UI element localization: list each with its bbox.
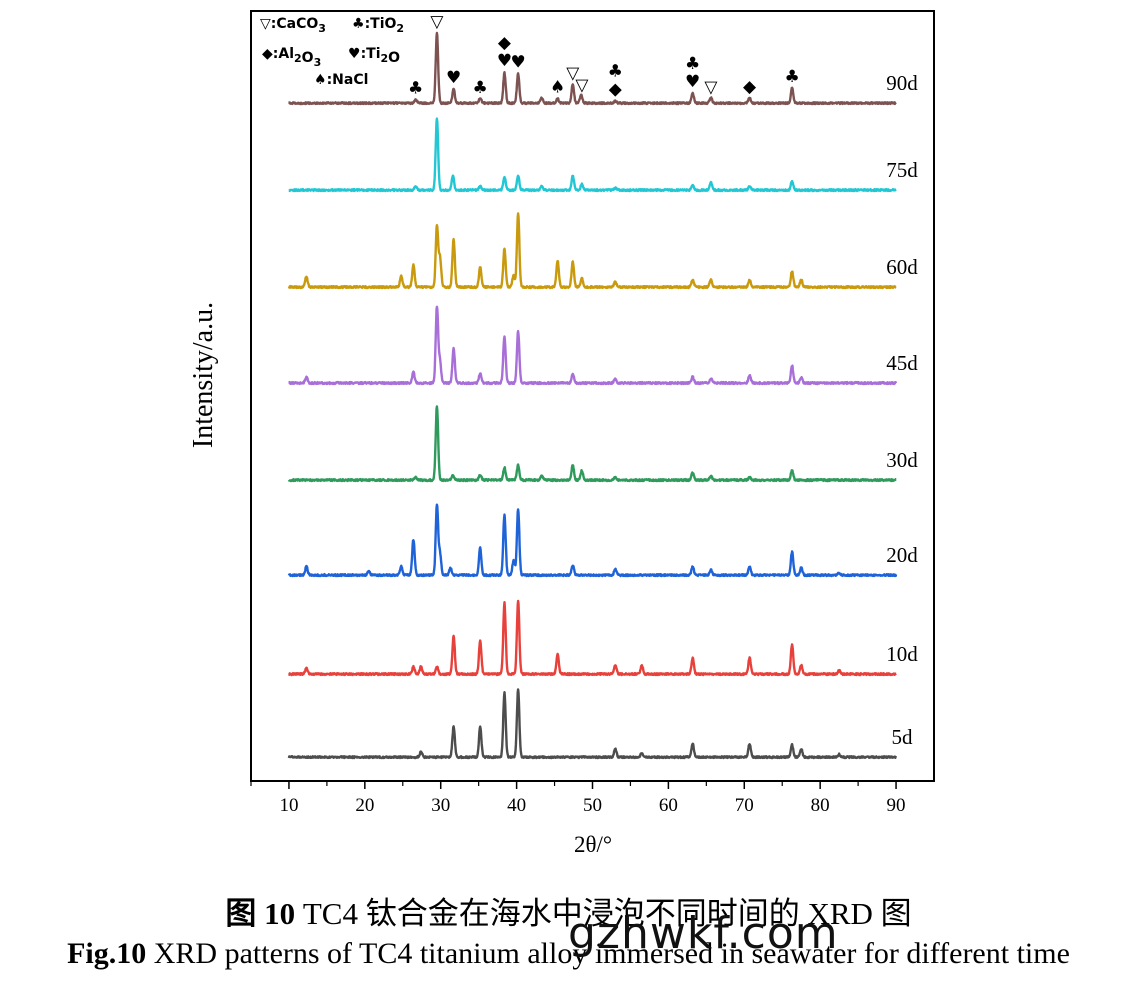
- caption-en-text: XRD patterns of TC4 titanium alloy immer…: [146, 937, 1070, 970]
- phase-marker: ♥: [497, 51, 512, 71]
- legend-entry: ◆:Al2O3: [262, 46, 321, 69]
- phase-marker: ♣: [408, 78, 423, 98]
- caption-en-label: Fig.10: [67, 937, 147, 970]
- series-line-20d: [287, 503, 898, 578]
- figure-caption-chinese: 图 10 TC4 钛合金在海水中浸泡不同时间的 XRD 图: [0, 888, 1137, 933]
- phase-marker: ◆: [609, 79, 623, 99]
- series-line-5d: [287, 688, 898, 760]
- x-tick-label: 60: [659, 795, 678, 816]
- phase-marker: ♠: [550, 78, 565, 98]
- x-tick-label: 20: [355, 795, 374, 816]
- xrd-chart: 10 20 30 40 50 60 70 80 90 2θ/° Intensity/a.u. 5d 10…: [188, 10, 935, 857]
- series-label-45d: 45d: [886, 351, 918, 375]
- phase-marker: ▽: [575, 75, 589, 95]
- series-label-5d: 5d: [892, 725, 914, 749]
- phase-marker: ♣: [784, 67, 799, 87]
- series-label-10d: 10d: [886, 642, 918, 666]
- phase-marker: ◆: [498, 33, 512, 53]
- series-line-90d: [288, 31, 897, 106]
- x-tick-label: 10: [279, 795, 298, 816]
- figure-caption-english: Fig.10 XRD patterns of TC4 titanium allo…: [0, 937, 1137, 971]
- series-line-30d: [287, 405, 897, 483]
- phase-marker: ♣: [473, 78, 488, 98]
- phase-marker: ◆: [743, 77, 757, 97]
- watermark-text: gzhwkf.com: [568, 908, 839, 959]
- caption-cn-label: 图 10: [225, 896, 296, 931]
- x-axis-label: 2θ/°: [574, 832, 612, 857]
- series-line-10d: [288, 599, 897, 677]
- phase-marker: ♥: [511, 52, 526, 72]
- series-label-30d: 30d: [886, 448, 918, 472]
- caption-cn-text: TC4 钛合金在海水中浸泡不同时间的 XRD 图: [295, 896, 912, 931]
- plot-frame: [250, 10, 935, 782]
- series-label-20d: 20d: [886, 543, 918, 567]
- phase-marker: ♥: [446, 68, 461, 88]
- legend-entry: ▽:CaCO3: [260, 16, 326, 35]
- series-label-90d: 90d: [886, 71, 918, 95]
- legend-entry: ♠:NaCl: [314, 72, 368, 88]
- x-tick-label: 30: [431, 795, 450, 816]
- series-line-45d: [288, 305, 898, 386]
- phase-marker: ♥: [685, 72, 700, 92]
- x-tick-label: 50: [583, 795, 602, 816]
- series-label-60d: 60d: [886, 255, 918, 279]
- phase-marker: ♣: [685, 54, 700, 74]
- x-tick-label: 70: [735, 795, 754, 816]
- x-tick-label: 90: [887, 795, 906, 816]
- phase-marker: ▽: [566, 63, 580, 83]
- series-label-75d: 75d: [886, 158, 918, 182]
- y-axis-label: Intensity/a.u.: [188, 302, 219, 448]
- series-line-60d: [287, 212, 897, 290]
- x-tick-label: 80: [811, 795, 830, 816]
- x-tick-label: 40: [507, 795, 526, 816]
- phase-marker: ▽: [430, 12, 444, 32]
- phase-marker: ♣: [608, 61, 623, 81]
- phase-marker: ▽: [704, 77, 718, 97]
- series-line-75d: [288, 117, 897, 193]
- legend-entry: ♥:Ti2O: [348, 46, 400, 66]
- legend-entry: ♣:TiO2: [352, 16, 404, 35]
